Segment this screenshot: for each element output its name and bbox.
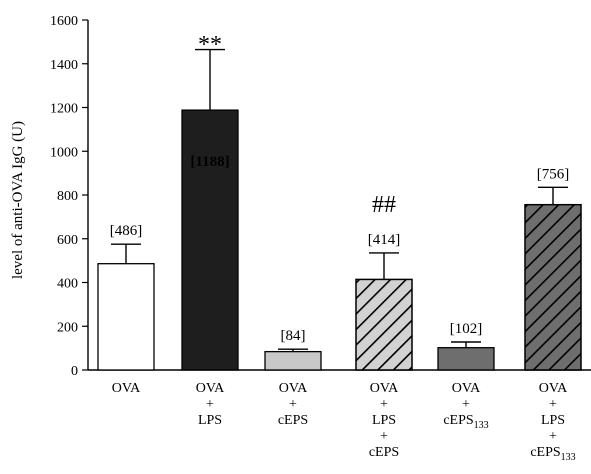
y-tick-label: 600 <box>57 233 78 248</box>
bar <box>97 263 155 371</box>
y-tick-label: 800 <box>57 189 78 204</box>
bar <box>264 350 322 371</box>
category-label: OVA <box>112 381 141 396</box>
category-label: LPS <box>541 413 565 428</box>
category-label: cEPS133 <box>443 413 488 431</box>
significance-marker: ** <box>198 32 222 58</box>
data-label: [486] <box>110 223 143 239</box>
y-tick-label: 1400 <box>50 58 78 73</box>
category-label: OVA <box>539 381 568 396</box>
data-label: [1188] <box>190 154 229 170</box>
bar <box>181 109 239 371</box>
y-tick-label: 200 <box>57 320 78 335</box>
data-label: [414] <box>368 232 401 248</box>
data-label: [102] <box>450 321 483 337</box>
category-label: OVA <box>279 381 308 396</box>
data-label: [756] <box>537 166 570 182</box>
labels: [486]OVA[1188]OVA+LPS[84]OVA+cEPS[414]OV… <box>110 32 576 463</box>
y-tick-label: 400 <box>57 277 78 292</box>
category-label: + <box>289 397 297 412</box>
category-label: OVA <box>370 381 399 396</box>
category-label: LPS <box>198 413 222 428</box>
category-label: + <box>380 397 388 412</box>
category-label: OVA <box>452 381 481 396</box>
bar-hatch <box>524 203 582 371</box>
bars <box>97 48 582 371</box>
y-axis-title: level of anti-OVA IgG (U) <box>10 121 26 279</box>
bar-hatch <box>355 278 413 371</box>
y-tick-label: 0 <box>71 364 78 379</box>
axes: 0 200 400 600 800 1000 1200 1400 1600 <box>50 14 591 379</box>
significance-marker: ## <box>372 192 396 218</box>
category-label: OVA <box>196 381 225 396</box>
category-label: + <box>549 397 557 412</box>
y-tick-label: 1600 <box>50 14 78 29</box>
category-label: cEPS <box>278 413 308 428</box>
category-label: LPS <box>372 413 396 428</box>
category-label: cEPS <box>369 445 399 460</box>
category-label: + <box>462 397 470 412</box>
category-label: + <box>206 397 214 412</box>
bar <box>437 347 495 371</box>
category-label: + <box>549 429 557 444</box>
data-label: [84] <box>281 328 306 344</box>
y-tick-label: 1200 <box>50 102 78 117</box>
y-tick-label: 1000 <box>50 145 78 160</box>
category-label: cEPS133 <box>530 445 575 463</box>
category-label: + <box>380 429 388 444</box>
